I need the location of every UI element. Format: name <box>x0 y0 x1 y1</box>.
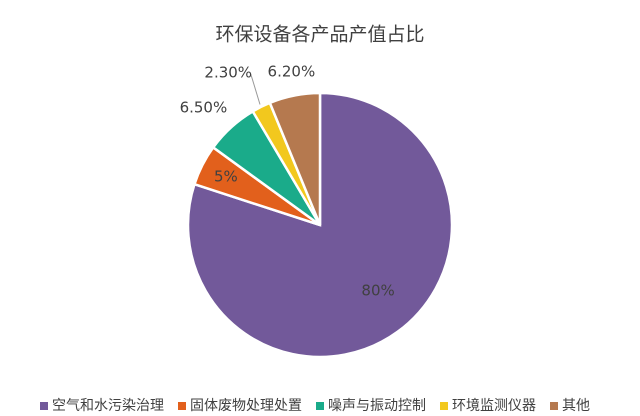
legend-swatch <box>550 402 558 410</box>
data-label: 6.50% <box>180 98 228 116</box>
data-label: 80% <box>361 282 394 300</box>
data-label: 5% <box>214 168 238 186</box>
data-label: 6.20% <box>268 62 316 80</box>
chart-title: 环保设备各产品产值占比 <box>215 24 424 46</box>
legend-swatch <box>440 402 448 410</box>
legend-label: 固体废物处理处置 <box>190 398 302 414</box>
legend-swatch <box>316 402 324 410</box>
legend-label: 环境监测仪器 <box>452 398 536 414</box>
legend-label: 空气和水污染治理 <box>52 398 164 414</box>
legend-label: 其他 <box>562 398 590 414</box>
legend-swatch <box>178 402 186 410</box>
data-label: 2.30% <box>204 63 252 81</box>
legend-label: 噪声与振动控制 <box>328 398 426 414</box>
leader-line <box>249 72 261 105</box>
pie-slice <box>268 91 322 226</box>
legend-swatch <box>40 402 48 410</box>
